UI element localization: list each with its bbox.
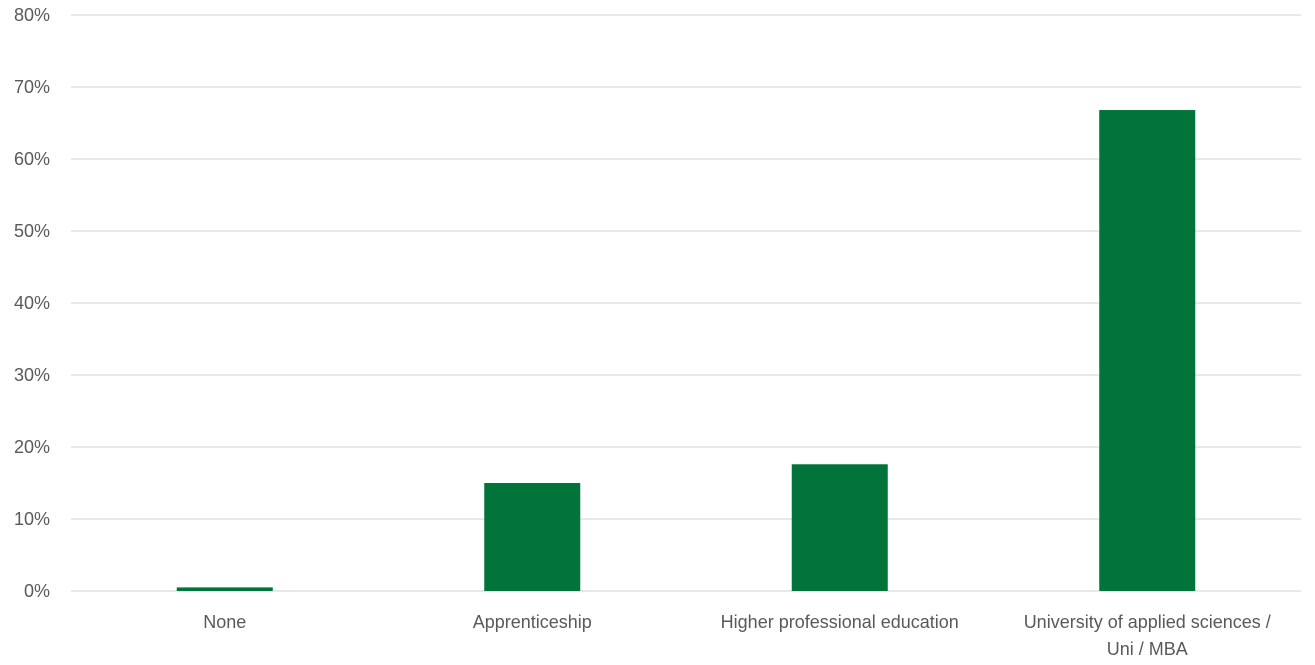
y-tick-label: 0%	[24, 581, 50, 601]
x-category-label: Apprenticeship	[473, 612, 592, 632]
x-category-label: University of applied sciences / Uni / MB…	[1024, 612, 1271, 659]
bar	[176, 587, 273, 591]
y-tick-label: 80%	[14, 5, 50, 25]
x-category-label: None	[203, 612, 246, 632]
bar	[484, 483, 581, 591]
y-tick-label: 10%	[14, 509, 50, 529]
y-tick-label: 50%	[14, 221, 50, 241]
y-tick-label: 70%	[14, 77, 50, 97]
y-tick-label: 40%	[14, 293, 50, 313]
bar	[1099, 110, 1196, 591]
gridlines	[71, 14, 1301, 592]
x-axis-category-labels: None Apprenticeship Higher professional ed…	[203, 612, 1271, 659]
bars	[176, 110, 1196, 591]
y-tick-label: 20%	[14, 437, 50, 457]
y-tick-label: 60%	[14, 149, 50, 169]
bar	[791, 464, 888, 591]
y-axis-tick-labels: 0% 10% 20% 30% 40% 50% 60% 70% 80%	[14, 5, 50, 601]
x-category-label: Higher professional education	[721, 612, 959, 632]
y-tick-label: 30%	[14, 365, 50, 385]
